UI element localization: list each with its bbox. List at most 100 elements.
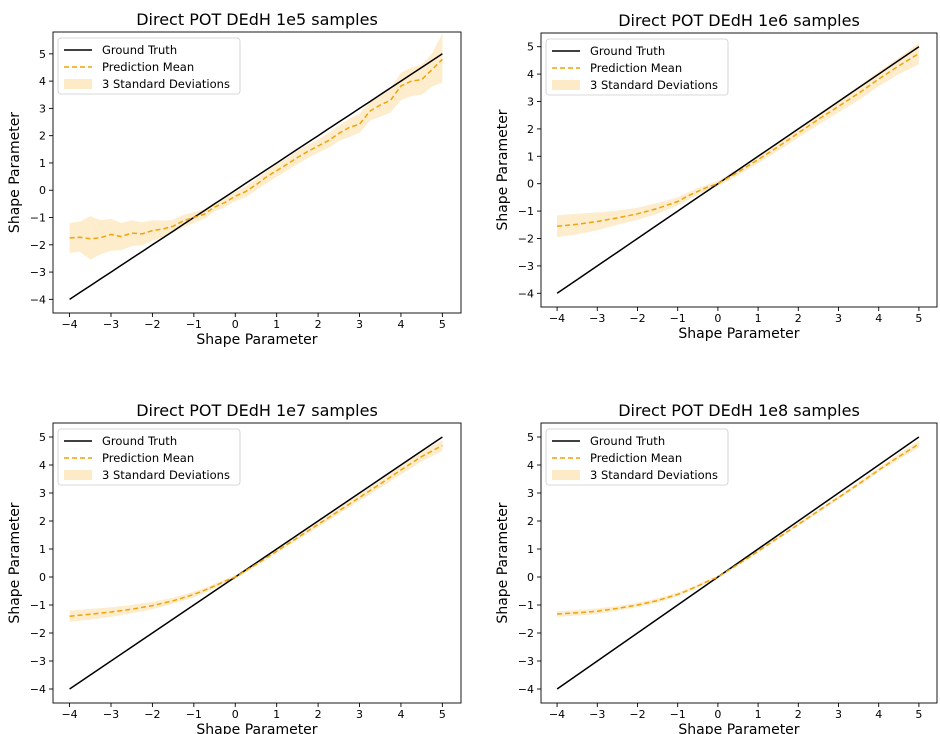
legend: Ground Truth Prediction Mean 3 Standard De…: [545, 428, 729, 486]
legend-label: 3 Standard Deviations: [590, 78, 718, 92]
legend-box: [545, 38, 729, 96]
y-tick-label: −2: [30, 239, 46, 252]
plot-frame: [52, 422, 462, 704]
y-tick-label: −3: [518, 655, 534, 668]
x-axis-label: Shape Parameter: [678, 722, 799, 734]
y-axis-label: Shape Parameter: [495, 109, 511, 230]
y-tick-label: 5: [527, 41, 534, 54]
y-tick-label: −4: [30, 683, 46, 696]
x-tick-label: 3: [835, 708, 842, 721]
y-tick-label: −4: [30, 293, 46, 306]
y-tick-label: 0: [527, 571, 534, 584]
legend-label: Ground Truth: [590, 434, 665, 448]
chart-panel-2: Direct POT DEdH 1e6 samples −4 −3 −2 −1 0 1 2 3 4…: [495, 11, 938, 342]
y-tick-label: −3: [518, 260, 534, 273]
legend-swatch-std-band: [552, 470, 580, 480]
x-tick-label: −4: [549, 708, 565, 721]
legend-label: 3 Standard Deviations: [102, 77, 230, 91]
x-tick-label: 1: [273, 318, 280, 331]
x-tick-label: 5: [439, 708, 446, 721]
x-tick-label: −1: [670, 708, 686, 721]
ground-truth-line: [556, 46, 920, 294]
y-tick-label: 5: [39, 48, 46, 61]
y-tick-label: 0: [39, 571, 46, 584]
x-axis-label: Shape Parameter: [196, 722, 317, 734]
y-tick-label: 2: [39, 130, 46, 143]
std-band: [557, 42, 919, 238]
x-tick-label: −4: [61, 318, 77, 331]
x-tick-label: 5: [915, 312, 922, 325]
legend-box: [57, 428, 241, 486]
x-tick-label: 5: [439, 318, 446, 331]
y-tick-label: −1: [518, 205, 534, 218]
x-tick-label: −2: [144, 318, 160, 331]
plot-frame: [540, 32, 938, 308]
legend-label: Prediction Mean: [102, 451, 194, 465]
y-tick-label: 4: [39, 75, 46, 88]
chart-panel-4: Direct POT DEdH 1e8 samples −4 −3 −2 −1 0 1 2 3 4…: [495, 401, 938, 734]
x-tick-label: 4: [397, 318, 404, 331]
prediction-mean-line: [557, 443, 920, 615]
y-tick-label: −4: [518, 683, 534, 696]
chart-title: Direct POT DEdH 1e6 samples: [618, 11, 860, 30]
y-tick-label: 4: [39, 459, 46, 472]
legend: Ground Truth Prediction Mean 3 Standard De…: [57, 428, 241, 486]
chart-title: Direct POT DEdH 1e5 samples: [136, 10, 378, 29]
x-tick-label: 3: [356, 318, 363, 331]
plot-frame: [540, 422, 938, 704]
legend-label: Ground Truth: [590, 44, 665, 58]
y-tick-label: 1: [527, 150, 534, 163]
y-tick-label: 2: [527, 515, 534, 528]
legend-swatch-std-band: [552, 80, 580, 90]
y-tick-label: 1: [39, 157, 46, 170]
y-axis-label: Shape Parameter: [495, 502, 511, 623]
legend-box: [57, 37, 241, 95]
x-tick-label: 2: [315, 708, 322, 721]
legend-label: Ground Truth: [102, 434, 177, 448]
y-tick-label: 0: [527, 178, 534, 191]
y-tick-label: 1: [527, 543, 534, 556]
x-tick-label: 0: [232, 708, 239, 721]
x-tick-label: −3: [589, 708, 605, 721]
legend-label: Prediction Mean: [590, 61, 682, 75]
y-tick-label: 4: [527, 68, 534, 81]
x-tick-label: −3: [103, 708, 119, 721]
y-tick-label: −2: [518, 233, 534, 246]
plot-frame: [52, 31, 462, 314]
y-tick-label: −2: [518, 627, 534, 640]
chart-title: Direct POT DEdH 1e7 samples: [136, 401, 378, 420]
y-tick-label: 3: [527, 487, 534, 500]
std-band: [69, 33, 443, 260]
x-tick-label: 3: [835, 312, 842, 325]
y-tick-label: 3: [527, 96, 534, 109]
chart-panel-1: Direct POT DEdH 1e5 samples −4 −3 −2 −1 0 1 2 3 4…: [7, 10, 462, 348]
y-tick-label: −1: [518, 599, 534, 612]
x-tick-label: 2: [315, 318, 322, 331]
x-tick-label: −2: [629, 708, 645, 721]
legend-label: 3 Standard Deviations: [590, 468, 718, 482]
x-tick-label: −4: [61, 708, 77, 721]
x-tick-label: 2: [795, 708, 802, 721]
y-tick-label: 0: [39, 184, 46, 197]
y-tick-label: −1: [30, 212, 46, 225]
x-tick-label: 3: [356, 708, 363, 721]
y-tick-label: −4: [518, 287, 534, 300]
prediction-mean-line: [69, 444, 443, 617]
y-tick-label: 5: [527, 431, 534, 444]
x-axis-label: Shape Parameter: [196, 332, 317, 348]
x-tick-label: −3: [103, 318, 119, 331]
y-tick-label: 5: [39, 431, 46, 444]
x-axis-label: Shape Parameter: [678, 326, 799, 342]
x-tick-label: 2: [795, 312, 802, 325]
x-tick-label: −4: [549, 312, 565, 325]
x-tick-label: −3: [589, 312, 605, 325]
y-tick-label: −2: [30, 627, 46, 640]
x-tick-label: 4: [397, 708, 404, 721]
legend: Ground Truth Prediction Mean 3 Standard De…: [57, 37, 241, 95]
legend-label: Prediction Mean: [102, 60, 194, 74]
ground-truth-line: [556, 436, 920, 690]
legend-label: 3 Standard Deviations: [102, 468, 230, 482]
x-tick-label: −2: [144, 708, 160, 721]
x-tick-label: −1: [186, 708, 202, 721]
